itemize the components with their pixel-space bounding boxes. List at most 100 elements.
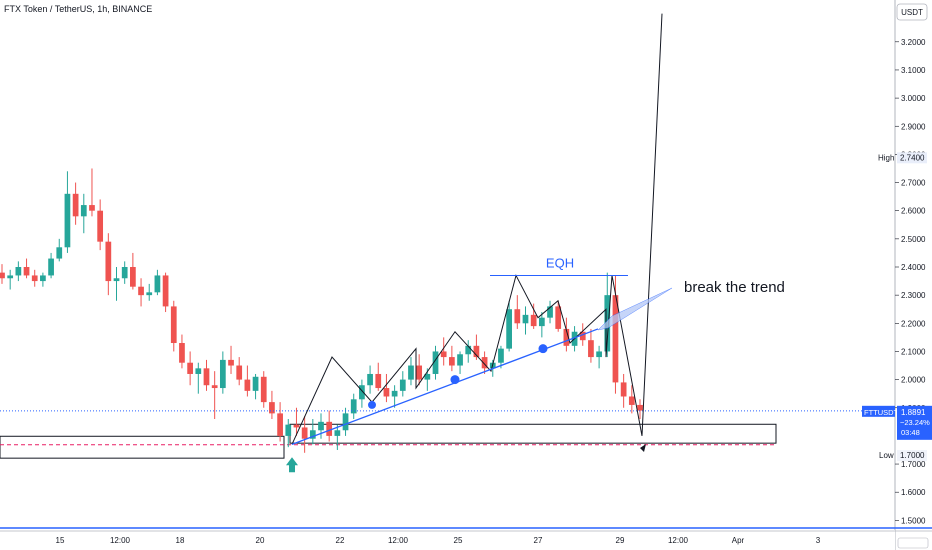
- price-tick-label: 2.0000: [901, 376, 926, 385]
- symbol-title[interactable]: FTX Token / TetherUS, 1h, BINANCE: [4, 4, 153, 14]
- time-tick-label: 12:00: [110, 536, 131, 545]
- time-tick-label: 27: [534, 536, 543, 545]
- price-tick-label: 1.7000: [901, 460, 926, 469]
- candle-body: [252, 376, 259, 391]
- low-value-badge: [897, 450, 927, 462]
- candle-body: [628, 396, 635, 405]
- candle-body: [154, 275, 161, 293]
- candle-body: [195, 368, 202, 374]
- candle-body: [318, 421, 324, 431]
- trend-touch-marker: [450, 375, 460, 385]
- candle-body: [228, 359, 234, 366]
- candle-body: [293, 424, 300, 428]
- drawing-overlays: EQH break the trend: [286, 13, 785, 473]
- plot-background: [0, 0, 895, 530]
- candle-body: [432, 351, 439, 374]
- candle-body: [514, 309, 521, 324]
- candle-body: [260, 376, 267, 403]
- candle-body: [170, 306, 177, 344]
- time-tick-label: 22: [336, 536, 345, 545]
- current-symbol-badge: [862, 405, 895, 417]
- high-value-badge: [897, 152, 927, 164]
- candle-body: [408, 365, 414, 380]
- candle-body: [277, 413, 283, 436]
- demand-zone-left: [0, 435, 285, 459]
- candle-body: [31, 275, 38, 282]
- low-value: 1.7000: [900, 451, 925, 460]
- candle-body: [7, 275, 14, 279]
- candle-body: [367, 373, 373, 386]
- candle-body: [375, 373, 382, 389]
- price-tick-label: 3.1000: [901, 66, 926, 75]
- candle-body: [612, 295, 619, 383]
- callout-pointer: [597, 287, 673, 331]
- price-tick-label: 2.4000: [901, 263, 926, 272]
- candle-body: [326, 421, 333, 436]
- candle-body: [522, 314, 529, 324]
- trend-touch-marker: [538, 344, 548, 354]
- candle-body: [588, 340, 594, 358]
- price-tick-label: 2.5000: [901, 235, 926, 244]
- time-tick-label: 12:00: [388, 536, 409, 545]
- candle-body: [203, 368, 210, 386]
- currency-button[interactable]: [896, 3, 928, 21]
- candle-body: [130, 267, 136, 287]
- price-tick-label: 3.2000: [901, 38, 926, 47]
- zigzag-path: [291, 13, 663, 445]
- price-tick-label: 2.3000: [901, 291, 926, 300]
- candle-body: [64, 193, 71, 248]
- time-tick-label: 15: [56, 536, 65, 545]
- candle-body: [473, 345, 480, 358]
- candle-body: [15, 267, 22, 276]
- candle-body: [424, 373, 431, 380]
- candle-body: [219, 359, 226, 389]
- price-axis[interactable]: USDT3.20003.10003.00002.90002.80002.7000…: [862, 0, 932, 550]
- time-tick-label: 18: [176, 536, 185, 545]
- price-tick-label: 2.1000: [901, 347, 926, 356]
- candle-body: [596, 351, 602, 358]
- price-tick-label: 2.7000: [901, 179, 926, 188]
- candle-body: [391, 390, 398, 397]
- time-tick-label: 12:00: [668, 536, 689, 545]
- candle-body: [187, 362, 193, 374]
- candle-body: [620, 382, 627, 397]
- candle-body: [244, 379, 251, 391]
- candle-body: [563, 328, 570, 346]
- candle-body: [162, 275, 169, 307]
- candle-body: [465, 345, 472, 355]
- candle-body: [48, 258, 54, 276]
- candle-body: [579, 331, 586, 341]
- time-tick-label: 29: [616, 536, 625, 545]
- candle-body: [530, 314, 537, 327]
- time-axis-bg: [0, 530, 895, 550]
- price-tick-label: 1.6000: [901, 488, 926, 497]
- current-symbol: FTTUSDT: [864, 408, 899, 417]
- candle-body: [538, 317, 545, 327]
- candle-body: [350, 399, 357, 414]
- candle-body: [383, 388, 390, 397]
- time-axis[interactable]: 15 12:00 18 20 22 12:00 25 27 29 12:00 Apr 3: [0, 527, 932, 550]
- candle-body: [105, 241, 112, 282]
- candle-body: [89, 205, 95, 211]
- candle-body: [399, 379, 406, 391]
- axis-settings-button: [897, 537, 929, 549]
- time-tick-label: 25: [454, 536, 463, 545]
- candle-body: [334, 430, 341, 436]
- candle-body: [547, 306, 553, 318]
- low-label: Low: [879, 451, 894, 460]
- current-timer: 03:48: [901, 428, 920, 437]
- price-tick-label: 2.2000: [901, 319, 926, 328]
- candle-body: [555, 306, 562, 329]
- candle-body: [146, 292, 153, 296]
- candle-body: [506, 309, 512, 349]
- candle-body: [342, 413, 349, 431]
- time-tick-label: 3: [816, 536, 821, 545]
- candle-body: [449, 357, 455, 366]
- break-trend-label: break the trend: [684, 279, 785, 296]
- candle-body: [56, 247, 63, 259]
- candle-body: [0, 272, 5, 279]
- candle-body: [637, 404, 643, 411]
- time-tick-label: 20: [256, 536, 265, 545]
- candle-body: [211, 385, 218, 389]
